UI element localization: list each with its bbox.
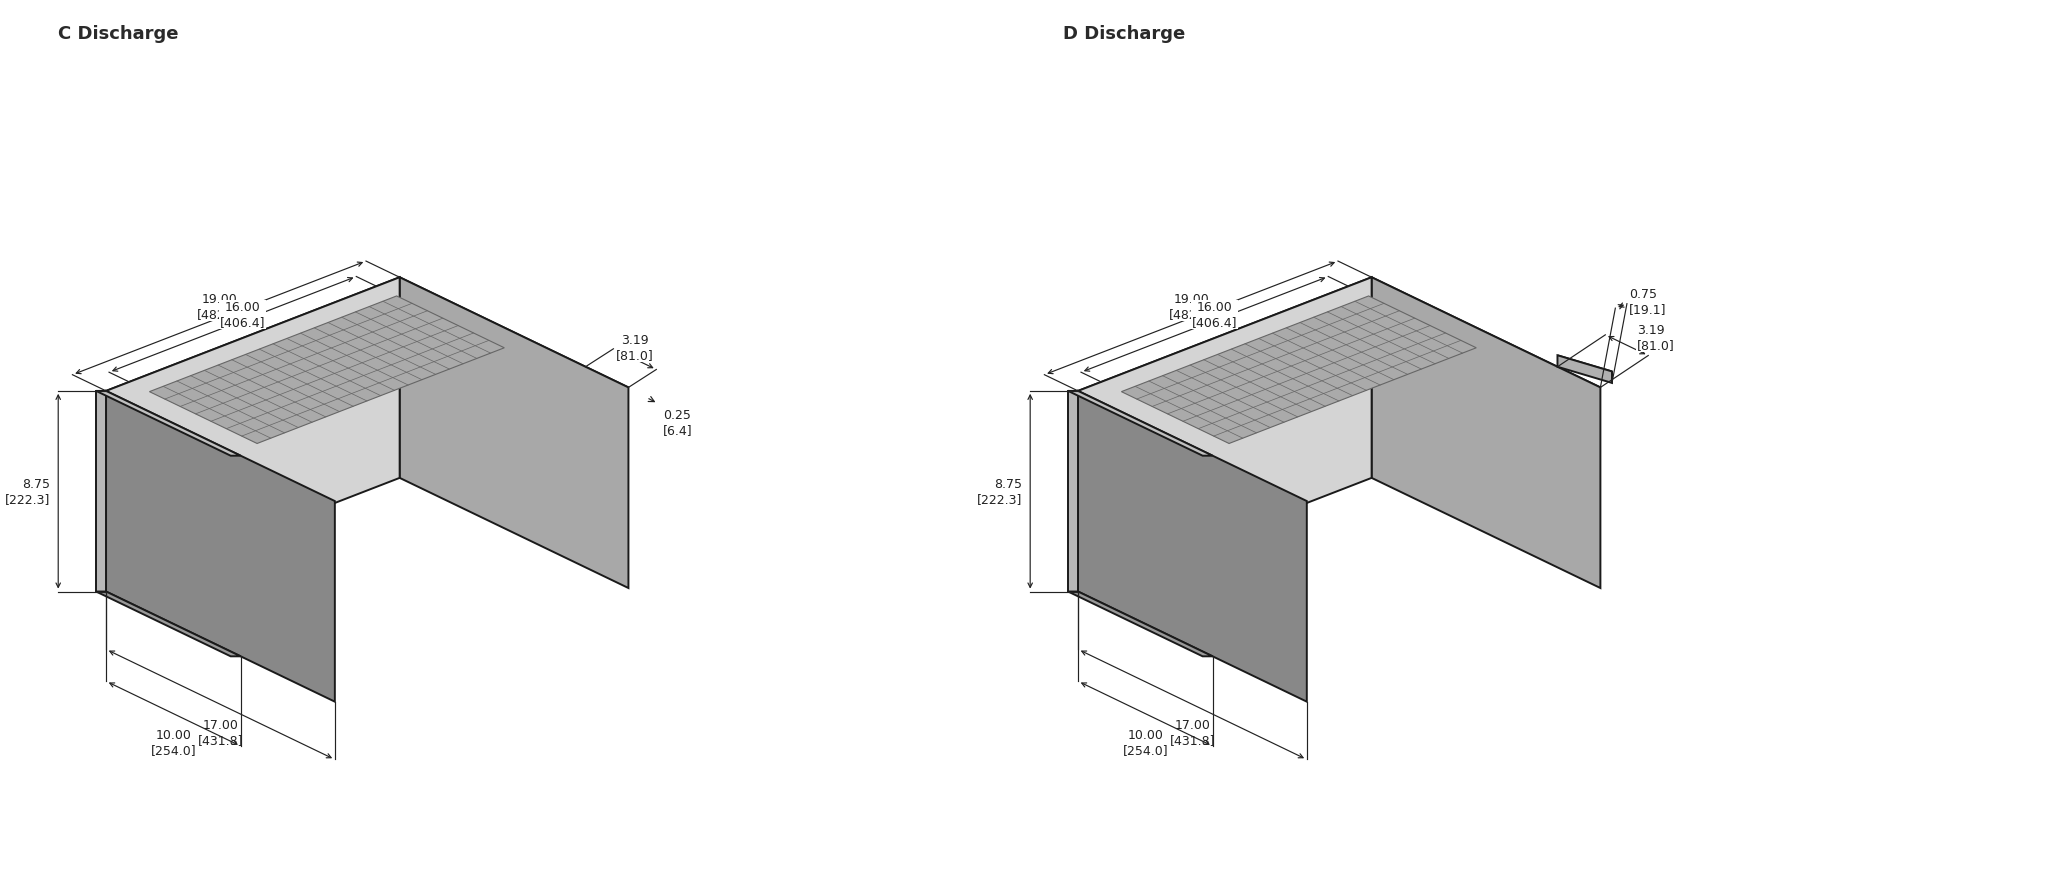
Text: 10.00
[254.0]: 10.00 [254.0] <box>1122 728 1167 756</box>
Polygon shape <box>106 278 399 592</box>
Polygon shape <box>1069 592 1212 657</box>
Polygon shape <box>1069 391 1212 456</box>
Text: 8.75
[222.3]: 8.75 [222.3] <box>4 478 51 506</box>
Text: 16.00
[406.4]: 16.00 [406.4] <box>1192 301 1237 329</box>
Text: 3.19
[81.0]: 3.19 [81.0] <box>616 334 653 361</box>
Polygon shape <box>1122 296 1477 444</box>
Polygon shape <box>150 296 504 444</box>
Polygon shape <box>106 391 336 702</box>
Text: 0.75
[19.1]: 0.75 [19.1] <box>1628 288 1667 316</box>
Polygon shape <box>399 278 629 588</box>
Text: 0.25
[6.4]: 0.25 [6.4] <box>664 408 692 436</box>
Polygon shape <box>1077 278 1372 592</box>
Text: 8.75
[222.3]: 8.75 [222.3] <box>977 478 1022 506</box>
Polygon shape <box>1069 391 1077 592</box>
Text: 3.19
[81.0]: 3.19 [81.0] <box>1636 324 1675 352</box>
Text: 17.00
[431.8]: 17.00 [431.8] <box>1169 718 1214 746</box>
Polygon shape <box>1556 356 1612 383</box>
Polygon shape <box>96 391 242 456</box>
Polygon shape <box>96 391 106 592</box>
Text: D Discharge: D Discharge <box>1063 25 1186 43</box>
Polygon shape <box>1077 391 1307 702</box>
Polygon shape <box>106 278 629 502</box>
Text: 16.00
[406.4]: 16.00 [406.4] <box>219 301 266 329</box>
Polygon shape <box>1372 278 1599 588</box>
Text: 19.00
[482.6]: 19.00 [482.6] <box>1169 293 1214 321</box>
Polygon shape <box>1556 356 1612 376</box>
Text: C Discharge: C Discharge <box>57 25 178 43</box>
Text: 10.00
[254.0]: 10.00 [254.0] <box>152 728 197 756</box>
Text: 17.00
[431.8]: 17.00 [431.8] <box>199 718 244 746</box>
Polygon shape <box>96 592 242 657</box>
Text: 19.00
[482.6]: 19.00 [482.6] <box>197 293 242 321</box>
Polygon shape <box>1077 278 1599 502</box>
